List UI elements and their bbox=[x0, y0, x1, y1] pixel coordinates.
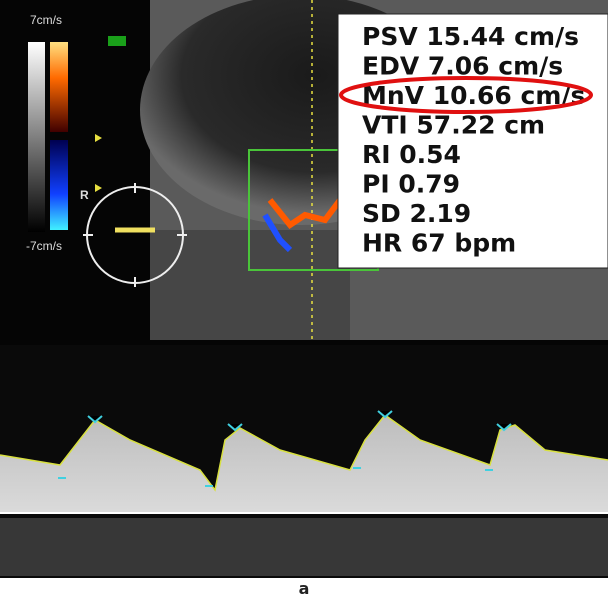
scale-min: -7cm/s bbox=[26, 239, 62, 253]
velocity-bar-positive bbox=[50, 42, 68, 132]
measurement: SD 2.19 bbox=[362, 199, 471, 228]
measurement: RI 0.54 bbox=[362, 140, 461, 169]
velocity-bar-negative bbox=[50, 140, 68, 230]
measurement: PSV 15.44 cm/s bbox=[362, 22, 579, 51]
gray-bar bbox=[28, 42, 45, 232]
mirror-spectrum bbox=[0, 518, 608, 576]
scale-marker: R bbox=[80, 188, 89, 202]
page: {"scale": {"max_label": "7cm/s", "min_la… bbox=[0, 0, 608, 599]
scale-max: 7cm/s bbox=[30, 13, 62, 27]
measurement: HR 67 bpm bbox=[362, 229, 516, 258]
caption: a bbox=[299, 579, 310, 598]
ultrasound-figure: 7cm/s -7cm/s R PSV 15.44 cm/sEDV 7.06 cm… bbox=[0, 0, 608, 599]
measurement: PI 0.79 bbox=[362, 170, 460, 199]
measurement: VTI 57.22 cm bbox=[362, 111, 545, 140]
indicator bbox=[108, 36, 126, 46]
